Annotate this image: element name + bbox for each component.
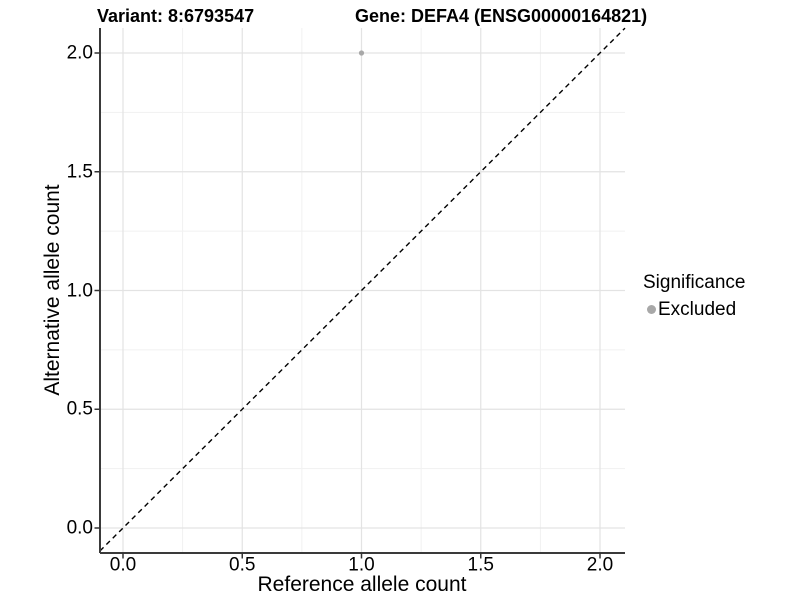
data-point xyxy=(358,50,365,56)
y-tick-label: 2.0 xyxy=(66,42,93,64)
legend-entry-label: Excluded xyxy=(658,299,737,320)
x-tick-label: 0.0 xyxy=(109,554,137,576)
y-tick-label: 0.5 xyxy=(66,398,93,420)
plot-title-variant: Variant: 8:6793547 xyxy=(97,6,255,26)
x-tick-label: 2.0 xyxy=(586,554,614,576)
x-tick-label: 1.5 xyxy=(467,554,494,576)
y-axis-title: Alternative allele count xyxy=(41,184,64,396)
legend: Significance Excluded xyxy=(643,272,793,319)
y-tick-label: 0.0 xyxy=(66,517,93,539)
identity-dashed-line xyxy=(99,27,626,552)
plot-title-gene: Gene: DEFA4 (ENSG00000164821) xyxy=(355,6,648,26)
y-tick-label: 1.5 xyxy=(66,161,93,183)
x-tick-label: 0.5 xyxy=(229,554,256,576)
legend-key-dot-icon xyxy=(647,305,656,314)
x-tick-label: 1.0 xyxy=(348,554,375,576)
y-tick-label: 1.0 xyxy=(66,280,93,301)
x-axis-title: Reference allele count xyxy=(257,573,467,596)
legend-entry-excluded: Excluded xyxy=(643,300,793,319)
legend-title: Significance xyxy=(643,272,746,293)
